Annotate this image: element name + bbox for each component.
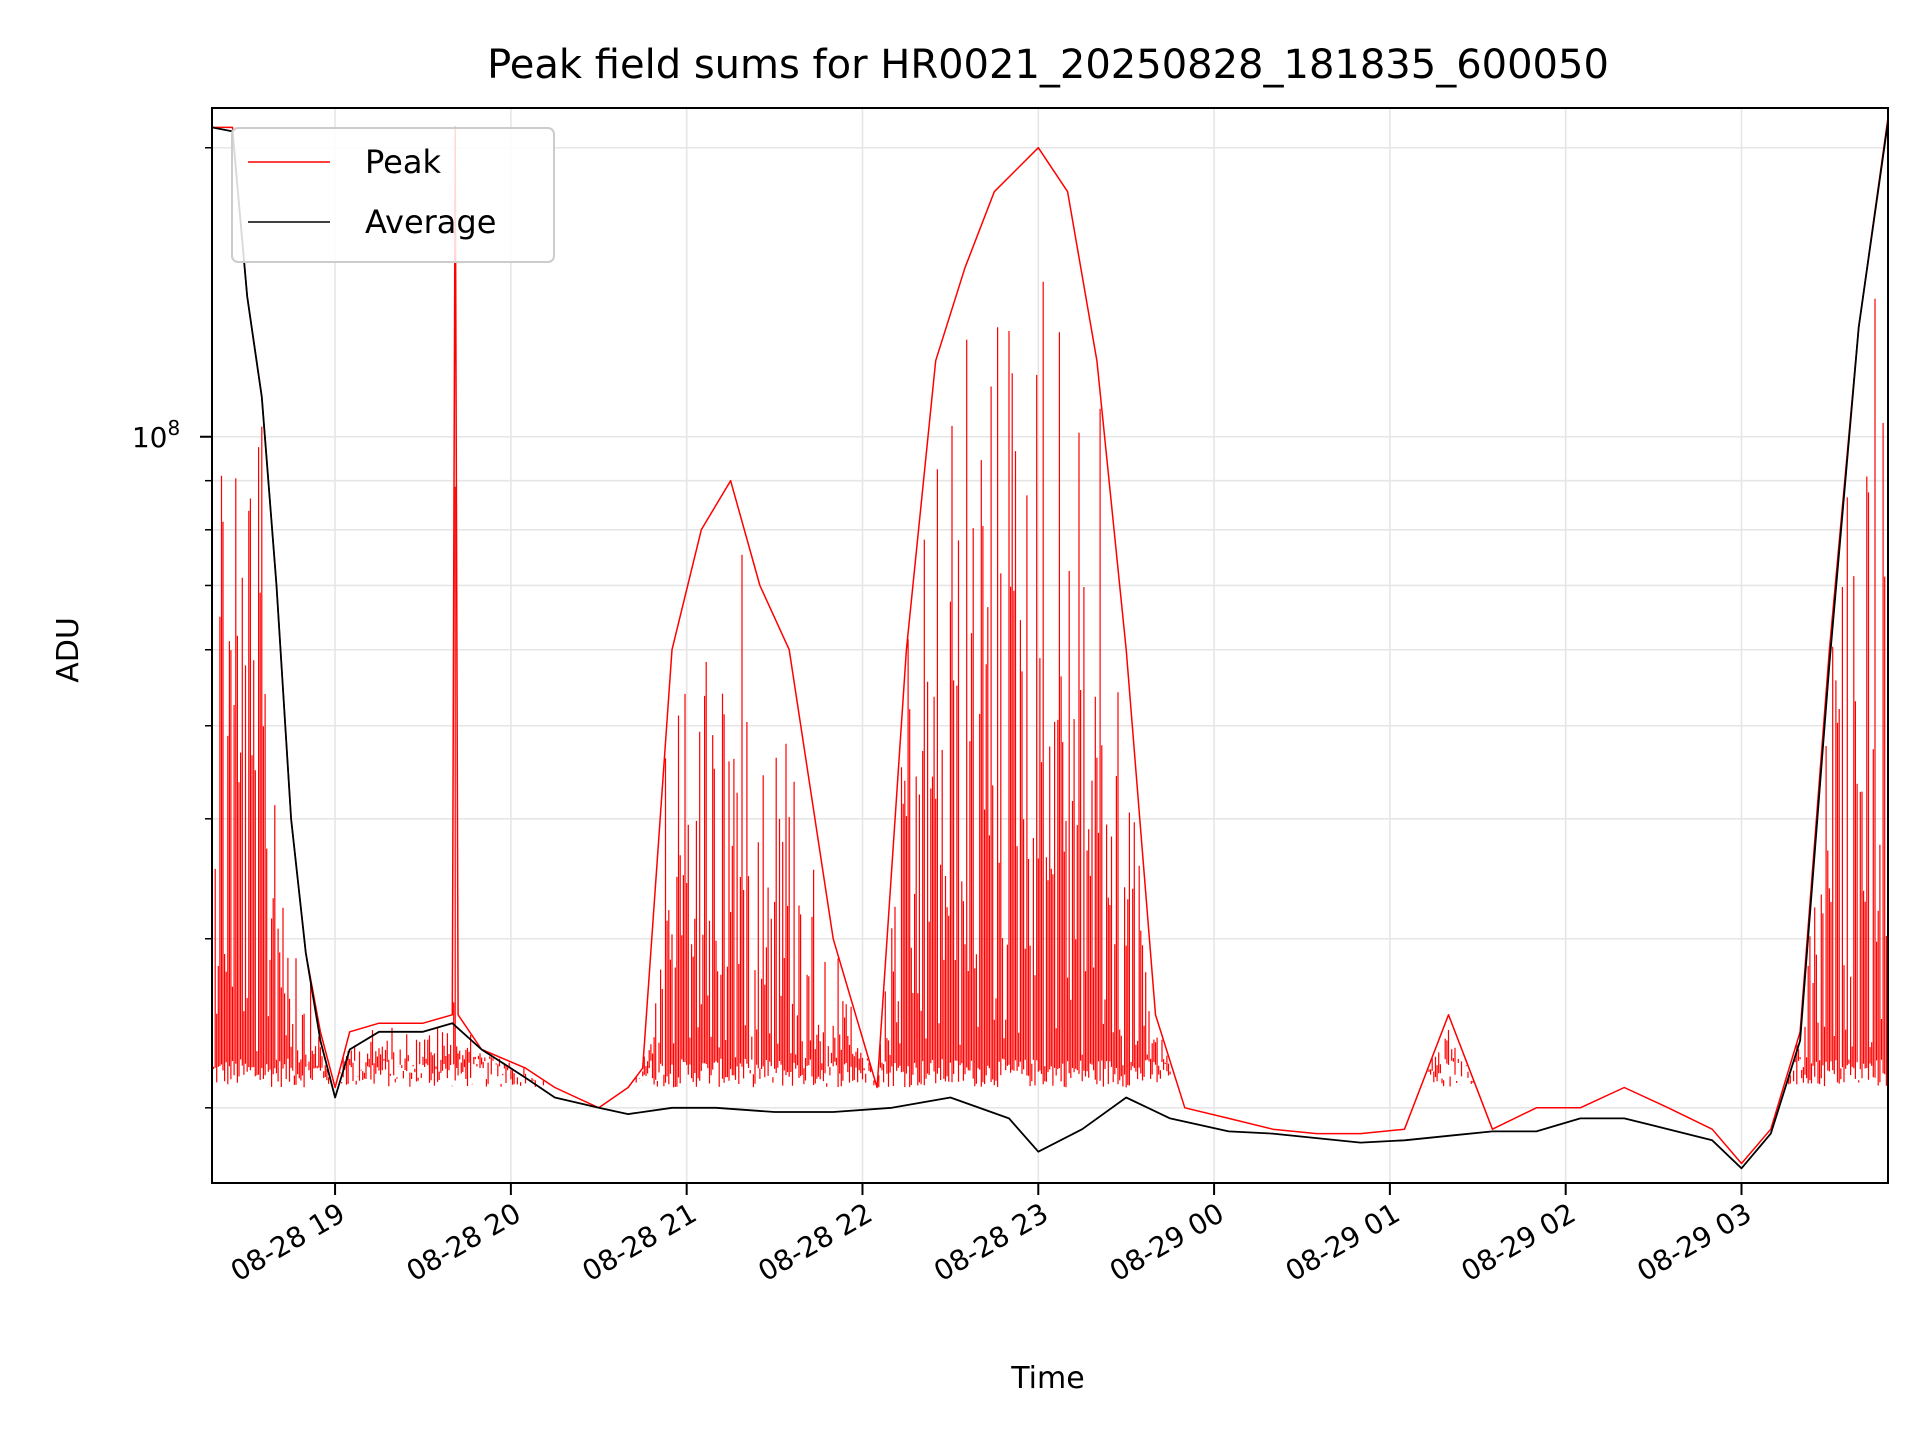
y-tick-label: 108 <box>132 416 180 454</box>
series-layer <box>211 117 1889 1170</box>
y-axis-ticks: 108 <box>132 146 212 1109</box>
series-line-peak <box>212 117 1889 1165</box>
chart-title: Peak field sums for HR0021_20250828_1818… <box>487 42 1609 88</box>
grid-layer <box>212 108 1888 1183</box>
y-axis-title: ADU <box>51 617 86 683</box>
x-axis-title: Time <box>1010 1361 1084 1396</box>
legend-label-peak: Peak <box>365 143 441 181</box>
plot-frame <box>211 107 1889 1184</box>
series-line-average <box>211 121 1889 1170</box>
legend-label-average: Average <box>365 203 496 241</box>
legend: Peak Average <box>231 127 555 263</box>
